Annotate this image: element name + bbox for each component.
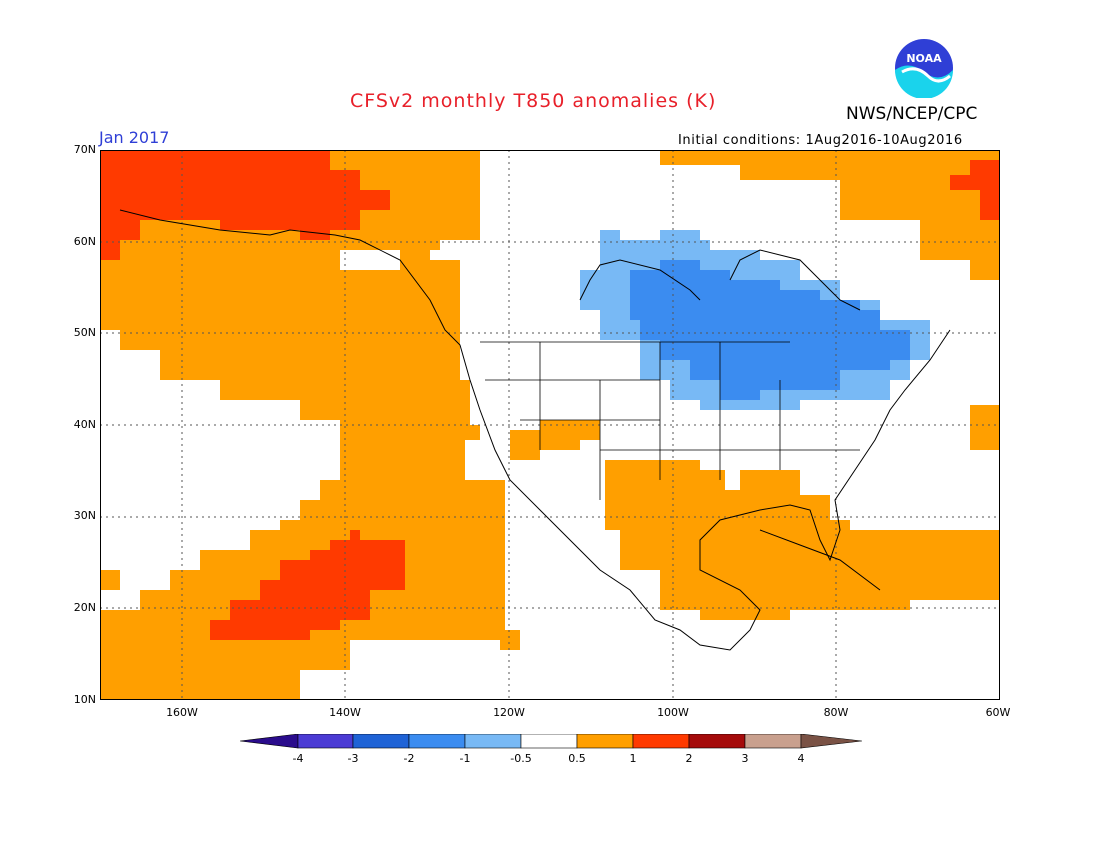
neutral-region-pacific [100, 330, 340, 610]
chart-title: CFSv2 monthly T850 anomalies (K) [350, 90, 717, 112]
state-borders [480, 341, 860, 500]
colorbar-segment-9 [744, 734, 802, 749]
lon-label-120w: 120W [493, 706, 525, 719]
lat-label-20n: 20N [73, 601, 96, 614]
colorbar-segment-0 [240, 734, 299, 749]
lon-label-140w: 140W [329, 706, 361, 719]
lat-label-10n: 10N [73, 693, 96, 706]
colorbar-label: -0.5 [510, 752, 532, 765]
colorbar-label: 1 [629, 752, 637, 765]
anomaly-region-orange-central [605, 460, 1000, 630]
initial-conditions-label: Initial conditions: 1Aug2016-10Aug2016 [678, 133, 963, 148]
anomaly-region-orange-east [660, 150, 1000, 280]
coastlines [119, 209, 951, 651]
colorbar-label: 3 [741, 752, 749, 765]
anomaly-region-red-hawaii [210, 530, 405, 640]
colorbar [240, 734, 862, 749]
anomaly-region-red-greenland [950, 160, 1000, 220]
colorbar-label: 0.5 [568, 752, 586, 765]
colorbar-label: 4 [797, 752, 805, 765]
graticule [100, 150, 1000, 700]
lon-label-80w: 80W [823, 706, 849, 719]
colorbar-segment-5 [520, 734, 578, 749]
organization-label: NWS/NCEP/CPC [846, 104, 978, 124]
colorbar-label: -1 [459, 752, 471, 765]
colorbar-segment-4 [464, 734, 522, 749]
noaa-logo: NOAA [895, 39, 953, 98]
logo-text: NOAA [906, 52, 942, 65]
lat-label-30n: 30N [73, 509, 96, 522]
colorbar-label: -3 [347, 752, 359, 765]
colorbar-segment-3 [408, 734, 466, 749]
colorbar-segment-1 [297, 734, 354, 749]
lon-label-160w: 160W [166, 706, 198, 719]
colorbar-segment-8 [688, 734, 746, 749]
anomaly-region-orange-atlantic [970, 405, 1000, 450]
neutral-region-south [680, 600, 1000, 700]
lat-label-60n: 60N [73, 235, 96, 248]
anomaly-map [100, 150, 1000, 700]
colorbar-label: 2 [685, 752, 693, 765]
anomaly-region-blue [630, 260, 910, 400]
anomaly-region-red-alaska [100, 150, 390, 260]
colorbar-segment-6 [576, 734, 634, 749]
lat-label-40n: 40N [73, 418, 96, 431]
colorbar-segment-7 [632, 734, 690, 749]
forecast-month-label: Jan 2017 [99, 128, 170, 147]
colorbar-label: -4 [292, 752, 304, 765]
colorbar-segment-2 [352, 734, 410, 749]
lat-label-50n: 50N [73, 326, 96, 339]
lon-label-60w: 60W [985, 706, 1011, 719]
lon-label-100w: 100W [657, 706, 689, 719]
lat-label-70n: 70N [73, 143, 96, 156]
colorbar-label: -2 [403, 752, 415, 765]
colorbar-segment-10 [800, 734, 862, 749]
